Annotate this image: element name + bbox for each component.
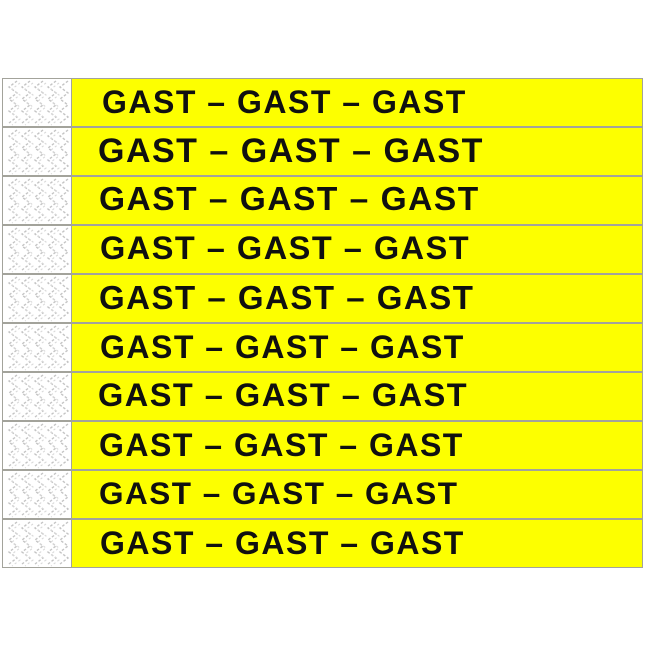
wristband: GAST – GAST – GAST bbox=[2, 323, 643, 372]
wristband: GAST – GAST – GAST bbox=[2, 519, 643, 568]
zigzag-perforation-icon bbox=[4, 324, 70, 371]
wristband: GAST – GAST – GAST bbox=[2, 225, 643, 274]
wristband: GAST – GAST – GAST bbox=[2, 274, 643, 323]
wristband-adhesive-stub bbox=[2, 176, 72, 225]
wristband-text: GAST – GAST – GAST bbox=[102, 83, 467, 120]
wristband: GAST – GAST – GAST bbox=[2, 78, 643, 127]
wristband-adhesive-stub bbox=[2, 323, 72, 372]
wristband: GAST – GAST – GAST bbox=[2, 372, 643, 421]
wristband-adhesive-stub bbox=[2, 127, 72, 176]
wristband-text: GAST – GAST – GAST bbox=[99, 426, 464, 463]
wristband-adhesive-stub bbox=[2, 519, 72, 568]
wristband-text: GAST – GAST – GAST bbox=[100, 230, 471, 267]
wristband-strap: GAST – GAST – GAST bbox=[71, 78, 643, 127]
wristband-strap: GAST – GAST – GAST bbox=[71, 372, 643, 421]
wristband-strap: GAST – GAST – GAST bbox=[71, 323, 643, 372]
wristband: GAST – GAST – GAST bbox=[2, 127, 643, 176]
zigzag-perforation-icon bbox=[4, 471, 70, 518]
zigzag-perforation-icon bbox=[4, 520, 70, 567]
zigzag-perforation-icon bbox=[4, 128, 70, 175]
zigzag-perforation-icon bbox=[4, 226, 70, 273]
wristband-text: GAST – GAST – GAST bbox=[98, 377, 469, 414]
zigzag-perforation-icon bbox=[4, 79, 70, 126]
wristband-text: GAST – GAST – GAST bbox=[98, 131, 484, 170]
wristband-strap: GAST – GAST – GAST bbox=[71, 274, 643, 323]
wristband-adhesive-stub bbox=[2, 78, 72, 127]
wristband-adhesive-stub bbox=[2, 274, 72, 323]
wristband: GAST – GAST – GAST bbox=[2, 470, 643, 519]
wristband-text: GAST – GAST – GAST bbox=[100, 524, 465, 561]
wristband-adhesive-stub bbox=[2, 470, 72, 519]
wristband-text: GAST – GAST – GAST bbox=[99, 180, 480, 218]
wristband-text: GAST – GAST – GAST bbox=[99, 474, 459, 511]
wristband-text: GAST – GAST – GAST bbox=[99, 279, 475, 316]
wristband-adhesive-stub bbox=[2, 372, 72, 421]
zigzag-perforation-icon bbox=[4, 373, 70, 420]
wristband-strap: GAST – GAST – GAST bbox=[71, 519, 643, 568]
wristband-strap: GAST – GAST – GAST bbox=[71, 127, 643, 176]
wristband-strap: GAST – GAST – GAST bbox=[71, 225, 643, 274]
zigzag-perforation-icon bbox=[4, 275, 70, 322]
wristband-text: GAST – GAST – GAST bbox=[100, 328, 465, 365]
wristband-strap: GAST – GAST – GAST bbox=[71, 421, 643, 470]
wristband: GAST – GAST – GAST bbox=[2, 421, 643, 470]
wristband-adhesive-stub bbox=[2, 421, 72, 470]
zigzag-perforation-icon bbox=[4, 422, 70, 469]
wristband: GAST – GAST – GAST bbox=[2, 176, 643, 225]
wristband-adhesive-stub bbox=[2, 225, 72, 274]
wristband-strap: GAST – GAST – GAST bbox=[71, 470, 643, 519]
wristband-strap: GAST – GAST – GAST bbox=[71, 176, 643, 225]
zigzag-perforation-icon bbox=[4, 177, 70, 224]
wristband-stack: GAST – GAST – GAST GAST – GAST – GAST GA… bbox=[2, 78, 643, 568]
